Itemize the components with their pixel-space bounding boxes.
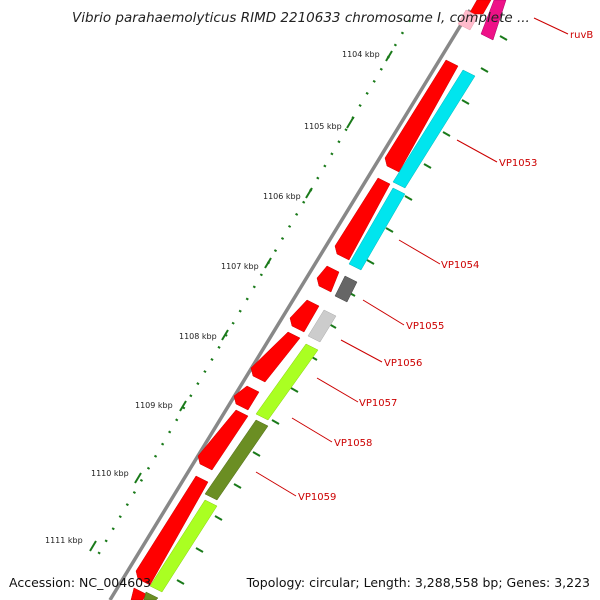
vp1054-feature <box>348 187 406 271</box>
vp1055-feature <box>334 275 358 303</box>
gene-label-vp1053: VP1053 <box>499 158 537 169</box>
gene-label-vp1059: VP1059 <box>298 492 336 503</box>
gene-label-vp1054: VP1054 <box>441 260 479 271</box>
inner-ticks <box>176 35 508 585</box>
second-track <box>143 0 507 600</box>
vp1059-extra <box>143 591 159 600</box>
tick-label-1104: 1104 kbp <box>342 50 380 59</box>
callout-lines <box>255 17 569 497</box>
tick-label-1110: 1110 kbp <box>91 469 129 478</box>
map-title: Vibrio parahaemolyticus RIMD 2210633 chr… <box>72 10 530 26</box>
genome-backbone <box>108 9 472 600</box>
accession-label: Accession: NC_004603 <box>9 575 152 590</box>
vp1053-feature <box>392 69 476 189</box>
genome-summary: Topology: circular; Length: 3,288,558 bp… <box>246 575 590 590</box>
tick-label-1109: 1109 kbp <box>135 401 173 410</box>
ruvb-feature <box>480 0 507 41</box>
gene-label-vp1058: VP1058 <box>334 438 372 449</box>
tick-label-1108: 1108 kbp <box>179 332 217 341</box>
guide-dots <box>93 19 412 561</box>
vp1057-feature <box>255 343 319 421</box>
red-strand-track <box>130 0 492 600</box>
tick-label-1105: 1105 kbp <box>304 122 342 131</box>
gene-label-vp1057: VP1057 <box>359 398 397 409</box>
gene-label-ruvb: ruvB <box>570 30 593 41</box>
tick-label-1111: 1111 kbp <box>45 536 83 545</box>
tick-label-1107: 1107 kbp <box>221 262 259 271</box>
tick-label-1106: 1106 kbp <box>263 192 301 201</box>
gene-label-vp1055: VP1055 <box>406 321 444 332</box>
gene-label-vp1056: VP1056 <box>384 358 422 369</box>
vp1059-feature <box>149 499 218 593</box>
vp1056-feature <box>307 309 337 343</box>
tick-marks <box>89 50 393 552</box>
vp1058-feature <box>204 419 269 501</box>
pink-feature <box>457 9 479 31</box>
